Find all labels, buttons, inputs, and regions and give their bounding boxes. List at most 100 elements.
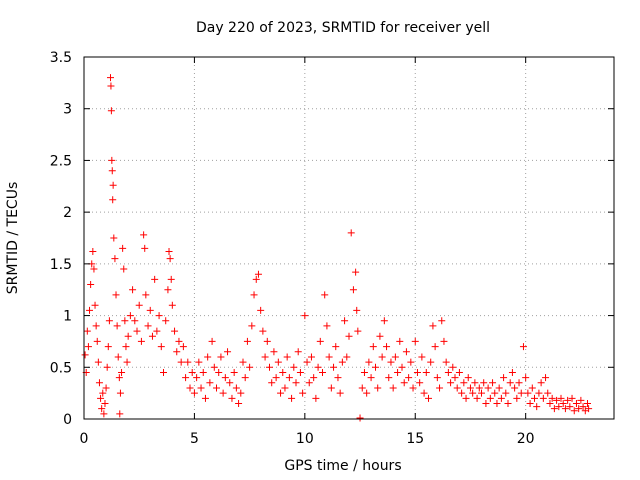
data-point xyxy=(197,384,205,392)
data-point xyxy=(378,353,386,361)
data-point xyxy=(325,353,333,361)
data-point xyxy=(438,317,446,325)
data-point xyxy=(274,358,282,366)
data-point xyxy=(259,327,267,335)
data-point xyxy=(389,384,397,392)
data-point xyxy=(542,374,550,382)
data-point xyxy=(387,358,395,366)
y-axis-title: SRMTID / TECUs xyxy=(5,182,21,295)
data-point xyxy=(257,306,265,314)
data-point xyxy=(469,389,477,397)
data-point xyxy=(111,255,119,263)
plot-frame xyxy=(83,56,615,420)
data-point xyxy=(405,374,413,382)
data-point xyxy=(546,399,554,407)
data-point xyxy=(544,389,552,397)
data-point xyxy=(314,363,322,371)
data-point xyxy=(299,389,307,397)
data-point xyxy=(285,374,293,382)
data-point xyxy=(376,332,384,340)
data-point xyxy=(123,358,131,366)
data-point xyxy=(248,322,256,330)
data-point xyxy=(360,368,368,376)
data-point xyxy=(190,389,198,397)
data-point xyxy=(458,389,466,397)
data-point xyxy=(157,343,165,351)
data-point xyxy=(204,353,212,361)
x-tick-label: 5 xyxy=(190,431,199,447)
data-point xyxy=(153,327,161,335)
data-point xyxy=(478,389,485,397)
grid xyxy=(84,57,614,419)
data-point xyxy=(210,363,218,371)
data-point xyxy=(252,275,260,283)
data-point xyxy=(473,394,481,402)
data-point xyxy=(570,407,578,415)
data-point xyxy=(219,389,227,397)
data-point xyxy=(442,358,450,366)
data-point xyxy=(383,343,391,351)
data-point xyxy=(121,317,129,325)
data-point xyxy=(292,379,300,387)
data-point xyxy=(195,358,203,366)
data-point xyxy=(440,337,448,345)
data-point xyxy=(114,353,122,361)
data-point xyxy=(338,358,346,366)
data-point xyxy=(566,403,574,411)
data-point xyxy=(557,394,565,402)
x-tick-labels: 0 5 10 15 20 xyxy=(80,431,535,447)
data-point xyxy=(391,353,399,361)
x-tick-label: 15 xyxy=(406,431,424,447)
data-point xyxy=(186,384,194,392)
data-point xyxy=(133,327,141,335)
data-point xyxy=(199,368,207,376)
data-point xyxy=(504,399,512,407)
data-point xyxy=(131,317,139,325)
data-point xyxy=(327,384,335,392)
data-point xyxy=(235,399,243,407)
data-point xyxy=(513,394,521,402)
data-point xyxy=(179,343,187,351)
data-point xyxy=(559,399,567,407)
scatter-series xyxy=(81,74,593,422)
data-point xyxy=(168,301,176,309)
data-point xyxy=(246,363,254,371)
data-point xyxy=(113,322,121,330)
data-point xyxy=(116,410,124,418)
data-point xyxy=(261,353,269,361)
data-point xyxy=(90,265,98,273)
data-point xyxy=(354,327,362,335)
data-point xyxy=(345,332,353,340)
data-point xyxy=(110,234,118,242)
data-point xyxy=(374,384,382,392)
data-point xyxy=(206,379,214,387)
data-point xyxy=(160,368,167,376)
data-point xyxy=(146,306,154,314)
data-point xyxy=(307,353,315,361)
data-point xyxy=(97,394,105,402)
data-point xyxy=(288,394,296,402)
data-point xyxy=(86,306,94,314)
chart-title: Day 220 of 2023, SRMTID for receiver yel… xyxy=(196,20,490,36)
data-point xyxy=(502,389,510,397)
data-point xyxy=(312,394,320,402)
data-point xyxy=(84,343,92,351)
x-tick-label: 0 xyxy=(80,431,89,447)
data-point xyxy=(283,353,291,361)
data-point xyxy=(500,374,508,382)
data-point xyxy=(579,403,587,411)
axis-ticks xyxy=(83,56,614,420)
data-point xyxy=(213,384,220,392)
data-point xyxy=(555,403,563,411)
data-point xyxy=(296,368,304,376)
data-point xyxy=(239,358,247,366)
data-point xyxy=(215,368,223,376)
data-point xyxy=(167,275,175,283)
data-point xyxy=(119,244,127,252)
data-point xyxy=(400,379,408,387)
data-point xyxy=(455,368,463,376)
data-point xyxy=(95,379,103,387)
data-point xyxy=(91,301,99,309)
data-point xyxy=(87,281,95,289)
data-point xyxy=(353,306,361,314)
